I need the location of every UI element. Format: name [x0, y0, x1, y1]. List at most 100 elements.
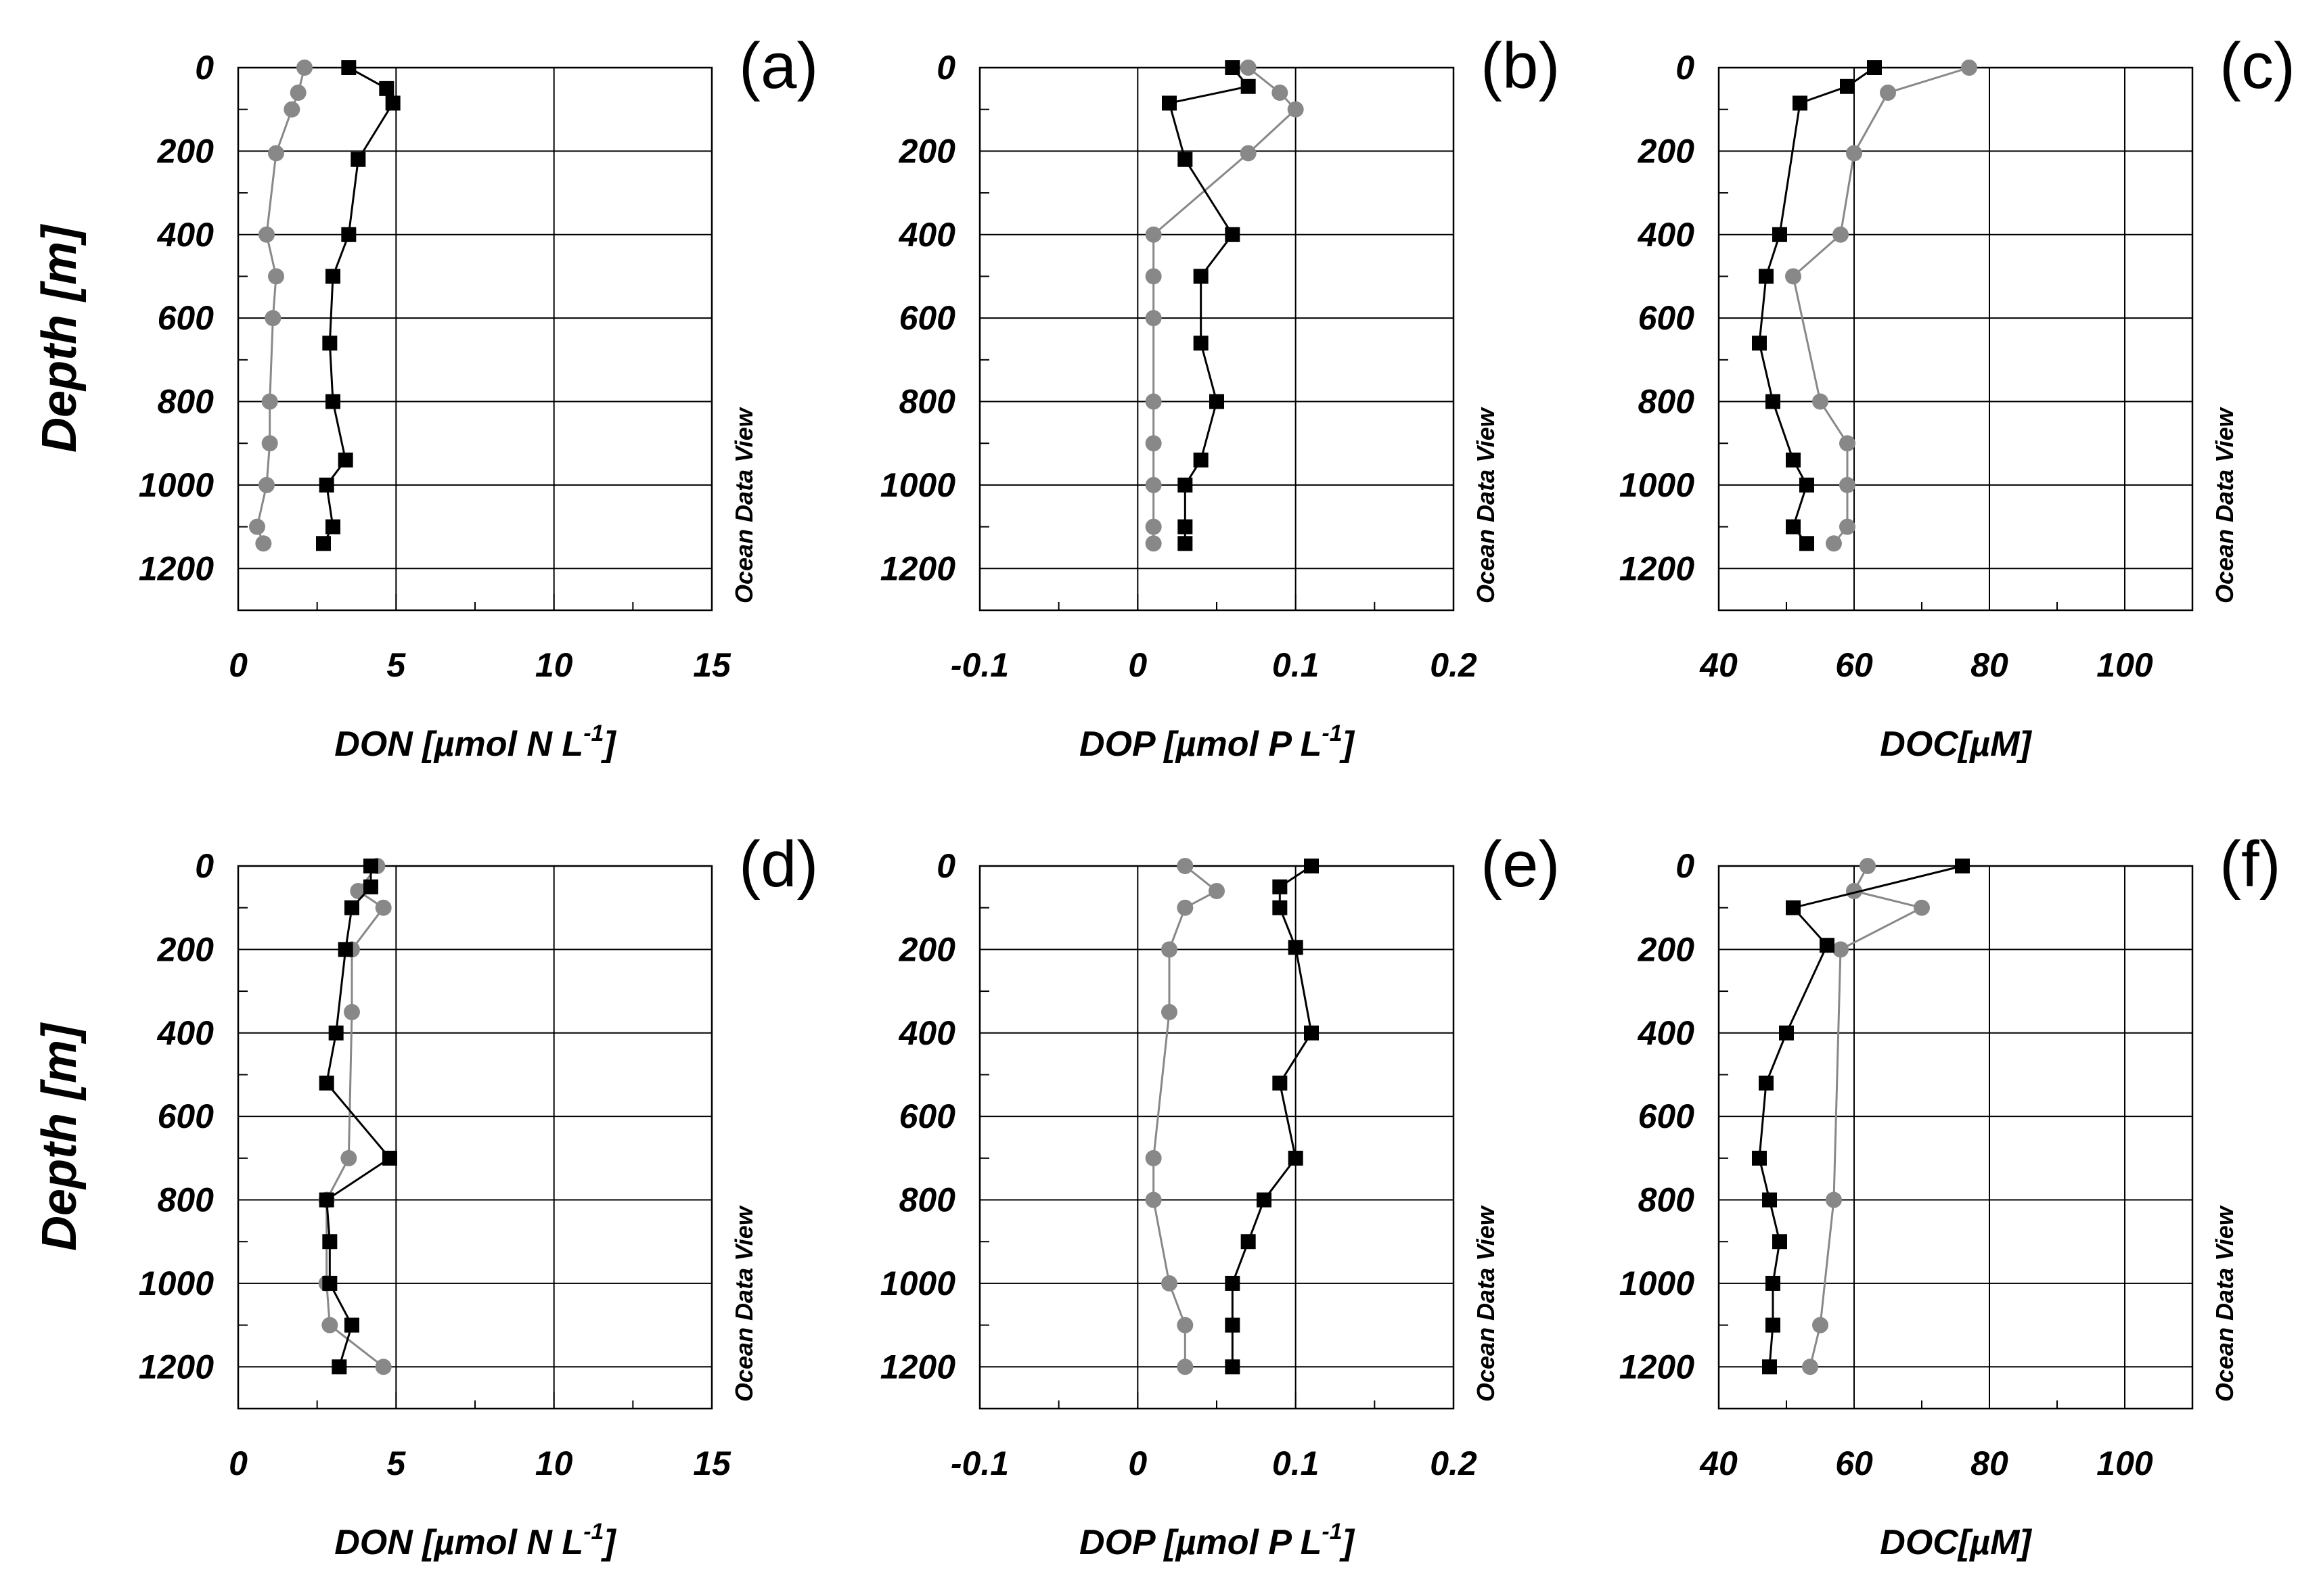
y-tick-label: 800 — [899, 1181, 956, 1219]
data-point-square — [1765, 1317, 1780, 1333]
x-tick-label: 10 — [535, 646, 573, 684]
plot-frame — [978, 66, 1455, 612]
data-point-square — [363, 879, 378, 894]
y-tick-label: 1200 — [139, 1348, 214, 1386]
data-point-square — [351, 152, 366, 167]
data-point-square — [325, 269, 340, 284]
x-tick-label: 5 — [386, 646, 406, 684]
y-tick-label: 400 — [1638, 216, 1695, 254]
y-tick-label: 200 — [899, 132, 956, 170]
data-point-circle — [1271, 85, 1288, 101]
data-point-circle — [249, 518, 265, 535]
y-tick-label: 400 — [157, 1014, 215, 1052]
panel-label: (f) — [2219, 828, 2281, 900]
y-tick-label: 0 — [937, 847, 955, 885]
y-tick-label: 400 — [899, 216, 956, 254]
data-point-circle — [1287, 101, 1304, 118]
panel-d: 0 200 400 600 800 1000 1200 0 5 10 15 DON [µmol N L… — [32, 828, 818, 1562]
data-point-circle — [1177, 858, 1194, 874]
data-point-square — [363, 859, 378, 873]
data-point-circle — [340, 1149, 357, 1166]
panel-label: (b) — [1481, 30, 1560, 102]
data-point-square — [344, 900, 359, 915]
plot-frame — [978, 865, 1455, 1410]
data-point-square — [1257, 1192, 1271, 1208]
data-point-circle — [1961, 60, 1977, 76]
data-point-circle — [1145, 1149, 1162, 1166]
data-point-square — [1799, 477, 1814, 493]
data-point-square — [1272, 1075, 1288, 1091]
data-point-square — [1762, 1192, 1777, 1208]
data-point-circle — [261, 393, 278, 410]
series-line-black — [322, 66, 395, 545]
x-tick-label: 0 — [229, 1444, 248, 1482]
x-tick-label: 0 — [1128, 1444, 1147, 1482]
data-point-circle — [1846, 145, 1862, 162]
data-point-square — [379, 81, 395, 96]
x-tick-label: 5 — [386, 1444, 406, 1482]
x-tick-label: 0 — [229, 646, 248, 684]
data-point-square — [338, 452, 353, 468]
data-point-circle — [1785, 268, 1801, 285]
data-point-circle — [1802, 1359, 1818, 1375]
data-point-circle — [1860, 858, 1876, 874]
y-tick-label: 1000 — [1619, 466, 1694, 504]
x-tick-label: 15 — [693, 1444, 731, 1482]
data-point-square — [341, 227, 357, 242]
data-point-circle — [1145, 393, 1162, 410]
y-tick-label: 800 — [158, 383, 215, 421]
data-point-square — [1820, 938, 1834, 953]
data-point-square — [1762, 1359, 1777, 1375]
watermark-text: Ocean Data View — [2211, 407, 2238, 603]
data-point-circle — [268, 145, 284, 162]
y-tick-label: 400 — [899, 1014, 956, 1052]
data-point-square — [1193, 452, 1209, 468]
y-tick-label: 600 — [1638, 1097, 1695, 1135]
plot-frame — [237, 865, 713, 1410]
x-tick-label: -0.1 — [951, 646, 1009, 684]
y-tick-label: 600 — [158, 1097, 215, 1135]
panel-e: 0 200 400 600 800 1000 1200 -0.1 0 0.1 0.2 DOP [µmo… — [880, 828, 1560, 1562]
y-tick-label: 200 — [157, 132, 215, 170]
watermark-text: Ocean Data View — [730, 407, 758, 603]
data-point-circle — [1846, 883, 1862, 900]
x-tick-label: 60 — [1835, 646, 1873, 684]
data-point-circle — [1177, 1317, 1194, 1333]
data-point-circle — [321, 1317, 338, 1333]
x-axis-label-main: DOP [µmol P L — [1079, 725, 1322, 764]
y-tick-label: 0 — [1675, 49, 1694, 87]
data-point-square — [1225, 227, 1240, 242]
y-tick-label: 1200 — [1619, 1348, 1694, 1386]
x-tick-label: 10 — [535, 1444, 573, 1482]
y-tick-label: 1000 — [139, 1264, 214, 1302]
data-point-square — [316, 536, 331, 551]
data-point-square — [319, 1192, 334, 1208]
x-axis-label-sup: -1 — [583, 1519, 604, 1545]
y-tick-label: 200 — [899, 930, 956, 968]
data-point-square — [1772, 1234, 1787, 1250]
y-tick-label: 600 — [158, 299, 215, 337]
panel-b: 0 200 400 600 800 1000 1200 -0.1 0 0.1 0.2 DOP [µmo… — [880, 30, 1560, 764]
y-tick-label: 600 — [1638, 299, 1695, 337]
data-point-square — [1955, 859, 1970, 873]
y-tick-label: 1000 — [1619, 1264, 1694, 1302]
y-tick-label: 1000 — [880, 1264, 955, 1302]
data-point-circle — [375, 899, 392, 916]
data-point-circle — [1209, 883, 1225, 900]
y-tick-label: 200 — [157, 930, 215, 968]
data-point-circle — [1177, 1359, 1194, 1375]
panel-label: (e) — [1481, 828, 1560, 900]
data-point-square — [322, 1234, 338, 1250]
plot-frame — [1717, 66, 2194, 612]
x-tick-label: 0.2 — [1430, 1444, 1477, 1482]
data-point-square — [1786, 452, 1801, 468]
data-point-square — [1177, 477, 1193, 493]
data-point-circle — [1839, 476, 1855, 493]
data-point-square — [1867, 60, 1882, 75]
data-point-square — [1304, 859, 1319, 873]
x-axis-label-main: DOC[µM] — [1880, 1523, 2032, 1562]
x-tick-label: 80 — [1970, 646, 2008, 684]
panel-a: 0 200 400 600 800 1000 1200 0 5 10 15 DON [µmol N L… — [32, 30, 818, 764]
plot-frame — [237, 66, 713, 612]
y-tick-label: 800 — [158, 1181, 215, 1219]
